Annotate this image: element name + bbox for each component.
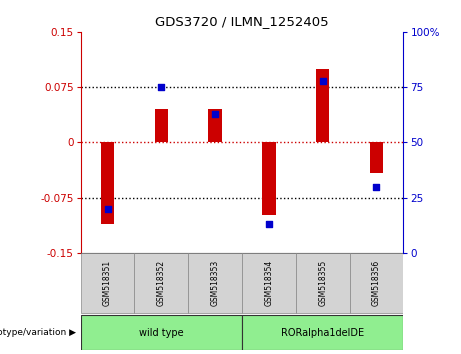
- Text: GSM518354: GSM518354: [265, 260, 273, 307]
- Text: RORalpha1delDE: RORalpha1delDE: [281, 328, 364, 338]
- FancyBboxPatch shape: [188, 253, 242, 314]
- Bar: [316, 69, 330, 143]
- Bar: [262, 143, 276, 215]
- FancyBboxPatch shape: [81, 315, 242, 350]
- Bar: [101, 143, 114, 224]
- FancyBboxPatch shape: [349, 253, 403, 314]
- Point: [373, 184, 380, 190]
- FancyBboxPatch shape: [242, 315, 403, 350]
- FancyBboxPatch shape: [296, 253, 349, 314]
- Bar: [154, 109, 168, 143]
- FancyBboxPatch shape: [81, 253, 135, 314]
- Text: GSM518353: GSM518353: [211, 260, 219, 307]
- Bar: [208, 109, 222, 143]
- Text: GSM518355: GSM518355: [318, 260, 327, 307]
- Title: GDS3720 / ILMN_1252405: GDS3720 / ILMN_1252405: [155, 15, 329, 28]
- Point: [319, 78, 326, 84]
- Bar: [370, 143, 383, 173]
- Point: [158, 84, 165, 90]
- Point: [212, 111, 219, 116]
- FancyBboxPatch shape: [135, 253, 188, 314]
- Text: wild type: wild type: [139, 328, 183, 338]
- Text: GSM518351: GSM518351: [103, 260, 112, 306]
- Text: GSM518356: GSM518356: [372, 260, 381, 307]
- Text: GSM518352: GSM518352: [157, 260, 166, 306]
- Point: [104, 206, 111, 212]
- Text: genotype/variation ▶: genotype/variation ▶: [0, 329, 76, 337]
- Point: [265, 222, 272, 227]
- FancyBboxPatch shape: [242, 253, 296, 314]
